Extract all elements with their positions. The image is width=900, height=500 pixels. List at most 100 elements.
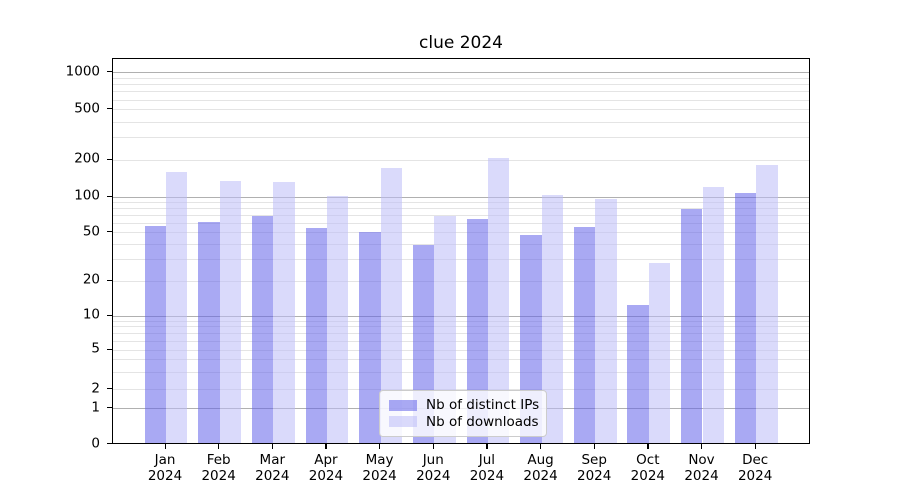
y-tick-mark	[107, 108, 112, 110]
x-tick-mark	[325, 443, 327, 449]
x-tick-label-line: Nov	[688, 452, 715, 468]
gridline-minor	[113, 137, 809, 139]
x-tick-mark	[164, 443, 166, 449]
y-tick-mark	[107, 279, 112, 281]
y-tick-label: 10	[82, 306, 100, 323]
bar-ips-apr	[305, 227, 327, 443]
x-tick-label-nov: Nov 2024	[672, 452, 732, 484]
x-tick-label-line: Apr	[314, 452, 338, 468]
x-tick-label-apr: Apr 2024	[296, 452, 356, 484]
bar-downloads-dec	[756, 165, 778, 443]
x-tick-label-feb: Feb 2024	[189, 452, 249, 484]
bar-downloads-jul	[487, 157, 510, 443]
bar-ips-jul	[466, 218, 488, 443]
y-tick-label: 200	[74, 150, 100, 167]
legend-swatch-downloads-icon	[389, 416, 417, 428]
bar-ips-sep	[573, 226, 596, 443]
x-tick-label-sep: Sep 2024	[564, 452, 624, 484]
bar-downloads-nov	[702, 186, 724, 443]
x-tick-label-line: 2024	[684, 468, 719, 484]
x-tick-label-line: Jan	[154, 452, 176, 468]
gridline-minor	[113, 121, 809, 123]
bar-downloads-jun	[434, 216, 456, 443]
gridline-major	[113, 196, 809, 198]
gridline-minor	[113, 389, 809, 390]
x-tick-mark	[701, 443, 703, 449]
x-tick-mark	[754, 443, 756, 449]
legend-label-ips: Nb of distinct IPs	[426, 397, 540, 414]
bar-downloads-oct	[648, 263, 671, 443]
gridline-major	[113, 315, 809, 317]
bar-ips-feb	[198, 222, 220, 443]
x-tick-mark	[379, 443, 381, 449]
x-tick-label-line: Mar	[259, 452, 286, 468]
gridline-minor	[113, 280, 809, 282]
bar-downloads-feb	[219, 180, 242, 443]
x-tick-label-line: 2024	[469, 468, 505, 484]
y-tick-label: 5	[91, 340, 100, 357]
gridline-minor	[113, 91, 809, 93]
gridline-minor	[113, 340, 809, 342]
y-tick-label: 1	[91, 398, 100, 415]
gridline-minor	[113, 84, 809, 86]
chart-title: clue 2024	[419, 33, 503, 53]
y-tick-mark	[107, 195, 112, 197]
y-tick-label: 20	[82, 271, 100, 288]
y-tick-label: 500	[74, 100, 100, 117]
y-tick-label: 0	[91, 434, 100, 451]
y-tick-mark	[107, 71, 112, 73]
x-tick-mark	[432, 443, 434, 449]
x-tick-label-oct: Oct 2024	[618, 452, 678, 484]
gridline-minor	[113, 359, 809, 361]
gridline-minor	[113, 222, 809, 224]
gridline-minor	[113, 99, 809, 101]
x-tick-label-dec: Dec 2024	[725, 452, 785, 484]
x-tick-label-line: 2024	[416, 468, 451, 484]
gridline-minor	[113, 371, 809, 373]
gridline-minor	[113, 77, 809, 79]
x-tick-label-line: Aug	[527, 452, 554, 468]
bar-downloads-apr	[326, 195, 349, 443]
x-tick-label-line: May	[365, 452, 394, 468]
y-tick-label: 2	[91, 379, 100, 396]
gridline-minor	[113, 201, 809, 203]
x-tick-label-line: Jun	[422, 452, 444, 468]
gridline-minor	[113, 349, 809, 351]
x-tick-label-line: 2024	[147, 468, 183, 484]
y-tick-mark	[107, 388, 112, 390]
x-tick-label-jun: Jun 2024	[403, 452, 463, 484]
x-tick-label-line: Sep	[581, 452, 607, 468]
y-tick-mark	[107, 407, 112, 409]
bar-ips-nov	[681, 209, 703, 443]
gridline-minor	[113, 159, 809, 161]
x-tick-mark	[540, 443, 542, 449]
x-tick-mark	[486, 443, 488, 449]
plot-area	[112, 57, 810, 444]
x-tick-label-aug: Aug 2024	[511, 452, 571, 484]
x-tick-label-line: Feb	[206, 452, 231, 468]
bar-ips-jan	[144, 225, 166, 443]
x-tick-label-line: 2024	[737, 468, 773, 484]
x-tick-label-line: 2024	[362, 468, 397, 484]
x-tick-label-may: May 2024	[350, 452, 410, 484]
gridline-minor	[113, 109, 809, 111]
x-tick-label-line: 2024	[201, 468, 236, 484]
x-tick-mark	[271, 443, 273, 449]
x-tick-mark	[647, 443, 649, 449]
x-tick-label-mar: Mar 2024	[242, 452, 302, 484]
x-tick-mark	[218, 443, 220, 449]
x-tick-label-line: Jul	[478, 452, 496, 468]
legend-row-downloads: Nb of downloads	[389, 414, 539, 430]
x-tick-label-jul: Jul 2024	[457, 452, 517, 484]
x-tick-mark	[593, 443, 595, 449]
x-tick-label-line: Oct	[636, 452, 660, 468]
x-tick-label-line: Dec	[742, 452, 769, 468]
y-tick-mark	[107, 314, 112, 316]
bar-ips-may	[359, 231, 381, 443]
gridline-minor	[113, 243, 809, 245]
bar-downloads-sep	[595, 198, 617, 443]
x-tick-label-line: 2024	[308, 468, 344, 484]
bar-ips-mar	[251, 216, 274, 443]
gridline-minor	[113, 320, 809, 322]
